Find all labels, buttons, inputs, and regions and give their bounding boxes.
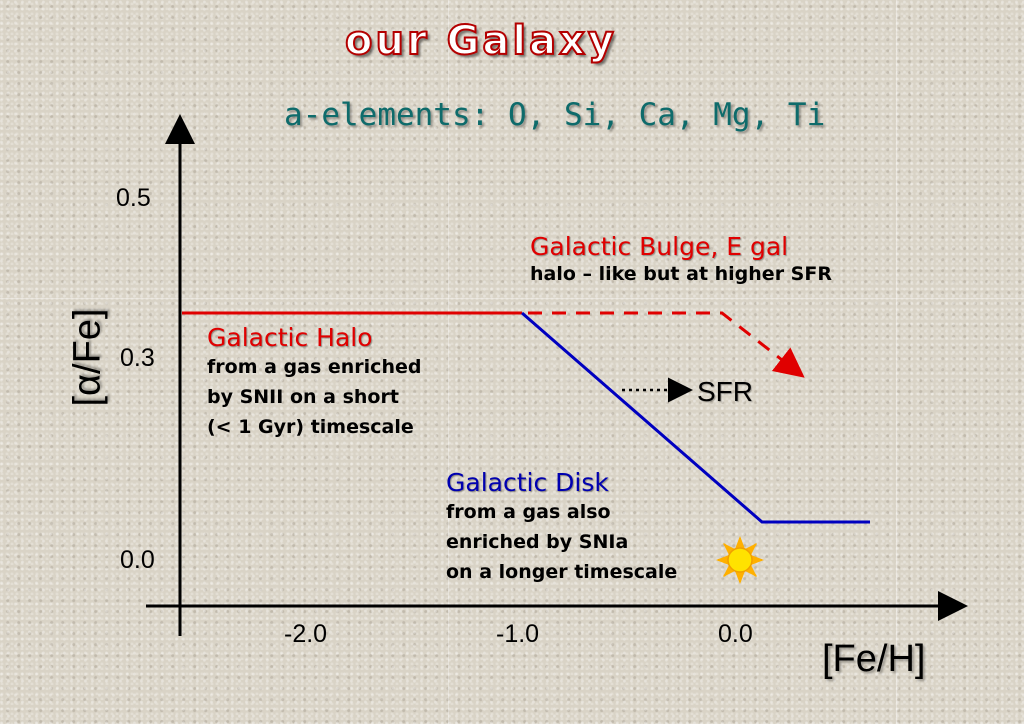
x-tick-label: -1.0	[496, 620, 540, 648]
halo-desc-line: by SNII on a short	[207, 386, 399, 408]
sfr-label: SFR	[697, 376, 753, 407]
bulge-title: Galactic Bulge, E gal	[530, 232, 789, 261]
disk-desc-line: enriched by SNIa	[446, 531, 629, 553]
disk-title: Galactic Disk	[446, 468, 609, 497]
grid-line-horizontal	[0, 298, 1024, 299]
sun-icon	[716, 536, 764, 584]
halo-title: Galactic Halo	[207, 323, 373, 352]
slide-title: our Galaxy	[344, 17, 617, 65]
x-tick-label: 0.0	[718, 620, 753, 648]
y-axis-title: [α/Fe]	[66, 308, 109, 407]
y-tick-label: 0.5	[116, 184, 151, 212]
halo-desc-line: from a gas enriched	[207, 356, 422, 378]
y-tick-label: 0.3	[120, 344, 155, 372]
disk-desc-line: on a longer timescale	[446, 561, 678, 583]
y-tick-label: 0.0	[120, 546, 155, 574]
disk-label: Galactic Disk from a gas also enriched b…	[446, 468, 677, 587]
bulge-trend-line	[528, 311, 805, 378]
grid-line-vertical	[448, 0, 449, 724]
grid-line-vertical	[896, 0, 897, 724]
halo-label: Galactic Halo from a gas enriched by SNI…	[207, 323, 421, 442]
halo-desc-line: (< 1 Gyr) timescale	[207, 416, 414, 438]
x-tick-label: -2.0	[284, 620, 328, 648]
disk-trend-line	[521, 311, 870, 524]
bulge-subtitle: halo – like but at higher SFR	[530, 263, 832, 285]
x-axis-title: [Fe/H]	[822, 638, 926, 680]
bulge-label: Galactic Bulge, E gal halo – like but at…	[530, 232, 832, 287]
disk-desc-line: from a gas also	[446, 501, 611, 523]
subtitle: a-elements: O, Si, Ca, Mg, Ti	[284, 97, 826, 133]
